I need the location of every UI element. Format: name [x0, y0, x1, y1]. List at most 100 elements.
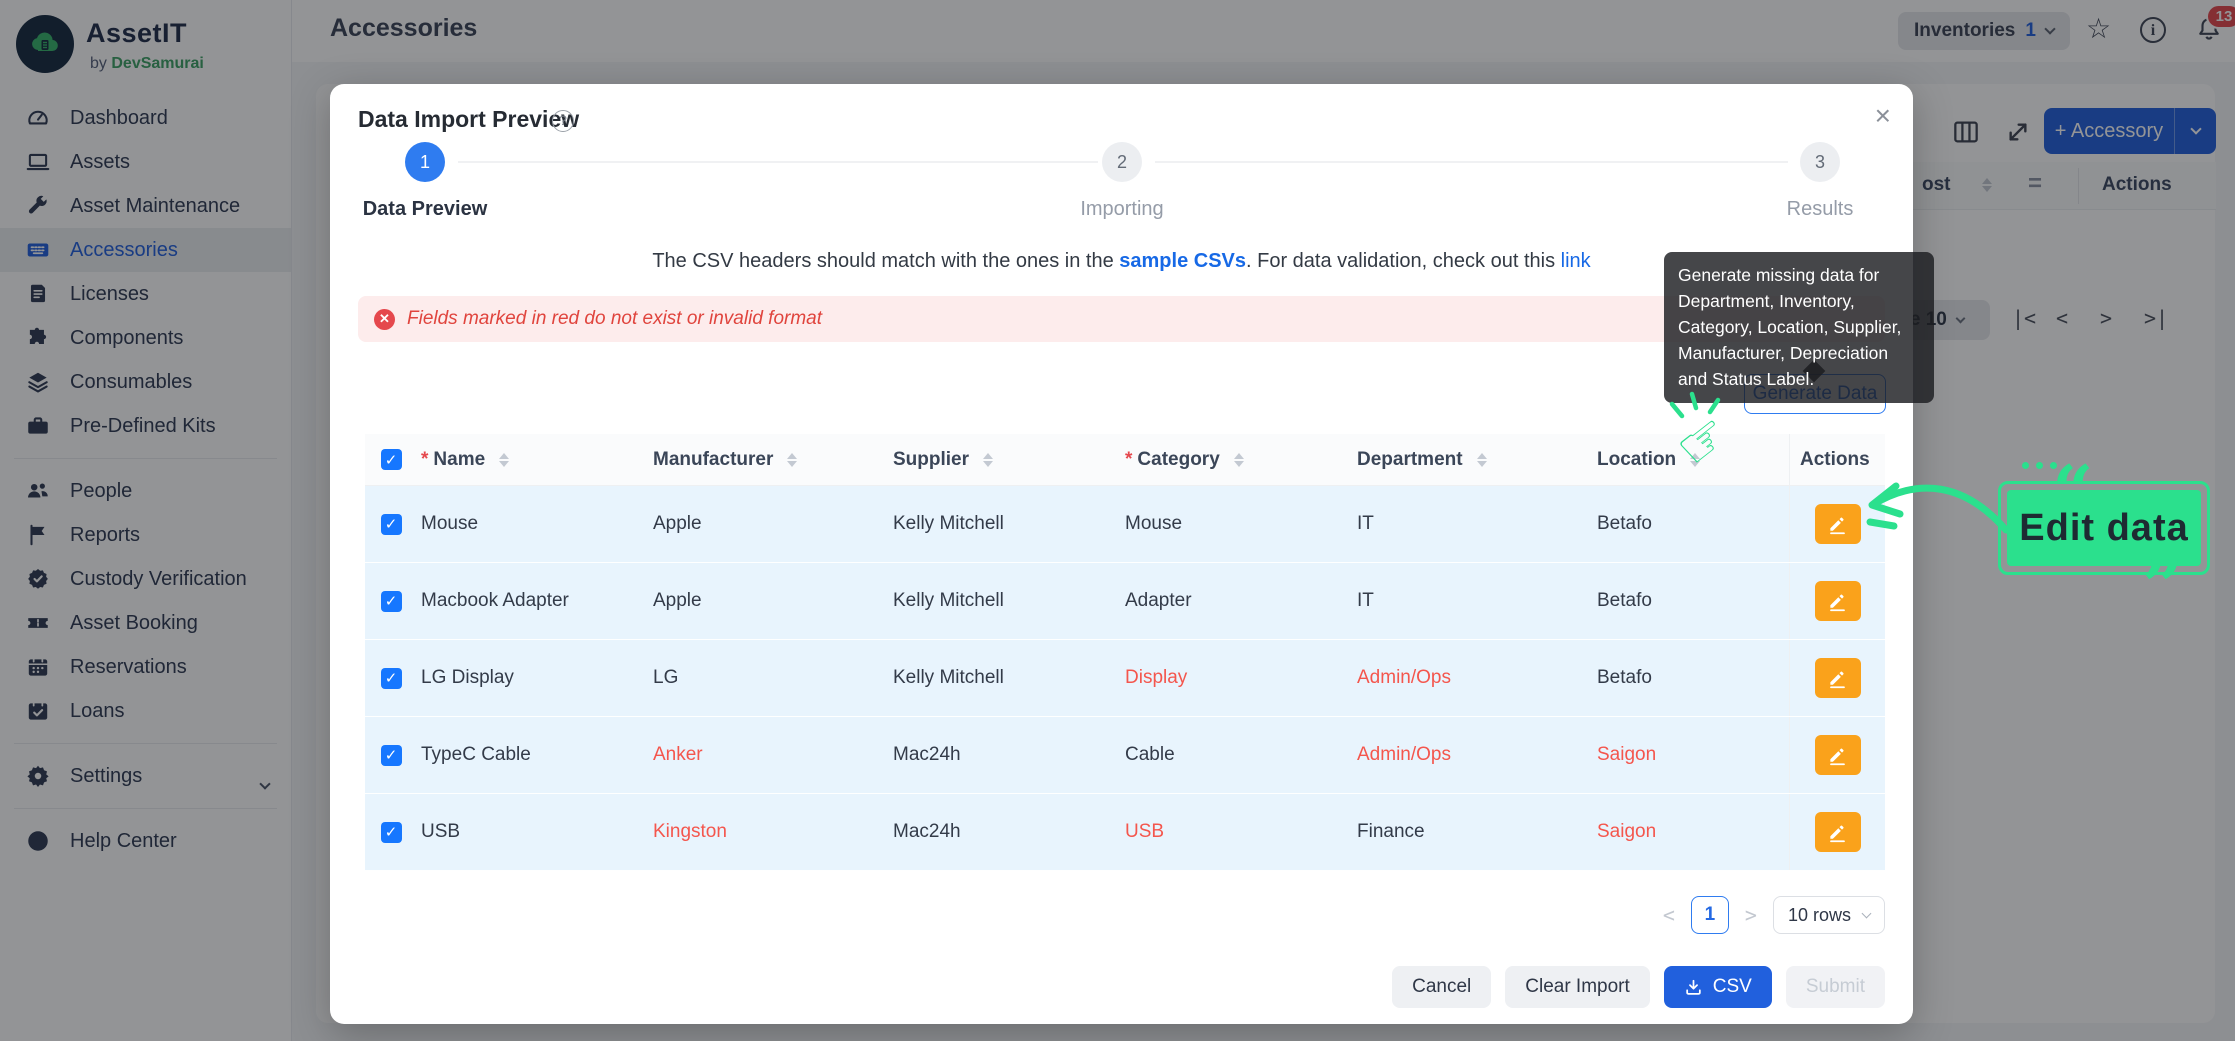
table-row: ✓ LG Display LG Kelly Mitchell Display Admin/…: [365, 640, 1885, 717]
row-checkbox[interactable]: ✓: [380, 513, 402, 535]
sort-icon[interactable]: [787, 452, 798, 467]
table-cell: IT: [1357, 513, 1374, 534]
select-all-checkbox[interactable]: ✓: [380, 449, 402, 470]
sidebar-item-assets[interactable]: Assets: [0, 140, 291, 184]
cancel-button[interactable]: Cancel: [1392, 966, 1492, 1008]
csv-download-button[interactable]: CSV: [1663, 966, 1772, 1008]
edit-pencil-icon: [1830, 594, 1845, 611]
prev-page-icon[interactable]: <: [1662, 903, 1675, 927]
sidebar-item-help-center[interactable]: ? Help Center: [0, 819, 291, 863]
sidebar-item-label: Asset Booking: [70, 611, 198, 634]
table-cell: Display: [1125, 667, 1188, 688]
first-page-icon[interactable]: |<: [2012, 306, 2037, 330]
column-header-location[interactable]: Location: [1587, 449, 1789, 471]
table-body: ✓ Mouse Apple Kelly Mitchell Mouse IT Betafo ✓ M…: [365, 486, 1885, 871]
help-icon[interactable]: ?: [552, 110, 574, 132]
table-row: ✓ TypeC Cable Anker Mac24h Cable Admin/Ops Sai…: [365, 717, 1885, 794]
row-checkbox[interactable]: ✓: [380, 667, 402, 689]
kits-icon: [24, 412, 52, 440]
table-cell: Apple: [653, 590, 702, 611]
sidebar-item-asset-booking[interactable]: Asset Booking: [0, 601, 291, 645]
sidebar-item-label: Pre-Defined Kits: [70, 414, 216, 437]
last-page-icon[interactable]: >|: [2144, 306, 2169, 330]
inventories-dropdown[interactable]: Inventories 1: [1898, 12, 2070, 50]
column-divider: [2078, 168, 2079, 204]
prev-page-icon[interactable]: <: [2056, 306, 2069, 330]
modal-title: Data Import Preview: [358, 106, 580, 132]
sidebar-item-settings[interactable]: Settings: [0, 754, 291, 798]
sample-csvs-link[interactable]: sample CSVs: [1119, 250, 1247, 272]
filter-icon[interactable]: =: [2028, 170, 2043, 197]
sidebar-item-components[interactable]: Components: [0, 316, 291, 360]
column-header-category[interactable]: * Category: [1115, 449, 1347, 471]
column-header-manufacturer[interactable]: Manufacturer: [643, 449, 883, 471]
sidebar-item-reservations[interactable]: Reservations: [0, 645, 291, 689]
close-icon[interactable]: ×: [1874, 100, 1891, 131]
sidebar-item-licenses[interactable]: Licenses: [0, 272, 291, 316]
sidebar-item-label: Loans: [70, 699, 125, 722]
edit-row-button[interactable]: [1814, 658, 1861, 698]
current-page-button[interactable]: 1: [1690, 896, 1729, 934]
sort-icon[interactable]: [1233, 452, 1244, 467]
columns-icon[interactable]: [1950, 116, 1982, 153]
clear-import-button[interactable]: Clear Import: [1505, 966, 1650, 1008]
edit-row-button[interactable]: [1814, 581, 1861, 621]
table-cell: Macbook Adapter: [421, 590, 569, 611]
column-header-name[interactable]: * Name: [411, 449, 643, 471]
sidebar-item-consumables[interactable]: Consumables: [0, 360, 291, 404]
sidebar-item-label: Asset Maintenance: [70, 194, 241, 217]
help-icon: ?: [24, 827, 52, 855]
sidebar-item-asset-maintenance[interactable]: Asset Maintenance: [0, 184, 291, 228]
expand-icon[interactable]: [2002, 116, 2034, 153]
sort-icon[interactable]: [1982, 178, 1992, 192]
topbar: Accessories Inventories 1 ☆ i 13: [292, 0, 2235, 62]
step-label-results: Results: [1786, 198, 1854, 220]
add-accessory-button[interactable]: + Accessory: [2044, 108, 2216, 154]
sidebar-item-pre-defined-kits[interactable]: Pre-Defined Kits: [0, 404, 291, 448]
booking-icon: [24, 609, 52, 637]
sidebar-item-reports[interactable]: Reports: [0, 513, 291, 557]
rows-per-page-select[interactable]: 10 rows: [1772, 896, 1885, 934]
notification-badge: 13: [2206, 4, 2235, 29]
sidebar-item-dashboard[interactable]: Dashboard: [0, 96, 291, 140]
sidebar-divider: [14, 743, 277, 744]
page-title: Accessories: [330, 14, 478, 42]
table-header-row: ✓ * Name Manufacturer Supplier * Category Depar…: [365, 434, 1885, 486]
column-header-department[interactable]: Department: [1347, 449, 1587, 471]
accessory-dropdown-toggle[interactable]: [2174, 108, 2216, 154]
table-cell: LG Display: [421, 667, 514, 688]
sidebar-item-accessories[interactable]: Accessories: [0, 228, 291, 272]
edit-row-button[interactable]: [1814, 812, 1861, 852]
row-checkbox[interactable]: ✓: [380, 590, 402, 612]
sidebar-item-loans[interactable]: Loans: [0, 689, 291, 733]
next-page-icon[interactable]: >: [2100, 306, 2113, 330]
cost-column-header[interactable]: ost: [1922, 174, 1951, 195]
next-page-icon[interactable]: >: [1744, 903, 1757, 927]
sort-icon[interactable]: [1476, 452, 1487, 467]
svg-text:?: ?: [34, 834, 42, 849]
column-header-supplier[interactable]: Supplier: [883, 449, 1115, 471]
table-cell: Mac24h: [893, 821, 961, 842]
validation-link[interactable]: link: [1560, 250, 1591, 272]
table-cell: Admin/Ops: [1357, 667, 1451, 688]
info-icon[interactable]: i: [2140, 17, 2166, 43]
submit-button[interactable]: Submit: [1785, 966, 1885, 1008]
edit-row-button[interactable]: [1814, 735, 1861, 775]
table-cell: LG: [653, 667, 679, 688]
sort-icon[interactable]: [983, 452, 994, 467]
star-icon[interactable]: ☆: [2086, 13, 2112, 44]
sort-icon[interactable]: [499, 452, 510, 467]
required-asterisk: *: [1125, 448, 1133, 470]
generate-data-tooltip: Generate missing data for Department, In…: [1664, 252, 1934, 404]
row-checkbox[interactable]: ✓: [380, 744, 402, 766]
csv-note: The CSV headers should match with the on…: [652, 250, 1591, 272]
step-circle-2: 2: [1102, 142, 1142, 182]
column-header-actions: Actions: [1789, 434, 1885, 485]
row-checkbox[interactable]: ✓: [380, 821, 402, 843]
sort-icon[interactable]: [1690, 452, 1701, 467]
sidebar-item-custody-verification[interactable]: Custody Verification: [0, 557, 291, 601]
sidebar-item-people[interactable]: People: [0, 469, 291, 513]
edit-row-button[interactable]: [1814, 504, 1861, 544]
sidebar-item-label: Accessories: [70, 238, 178, 261]
table-cell: Kelly Mitchell: [893, 513, 1004, 534]
